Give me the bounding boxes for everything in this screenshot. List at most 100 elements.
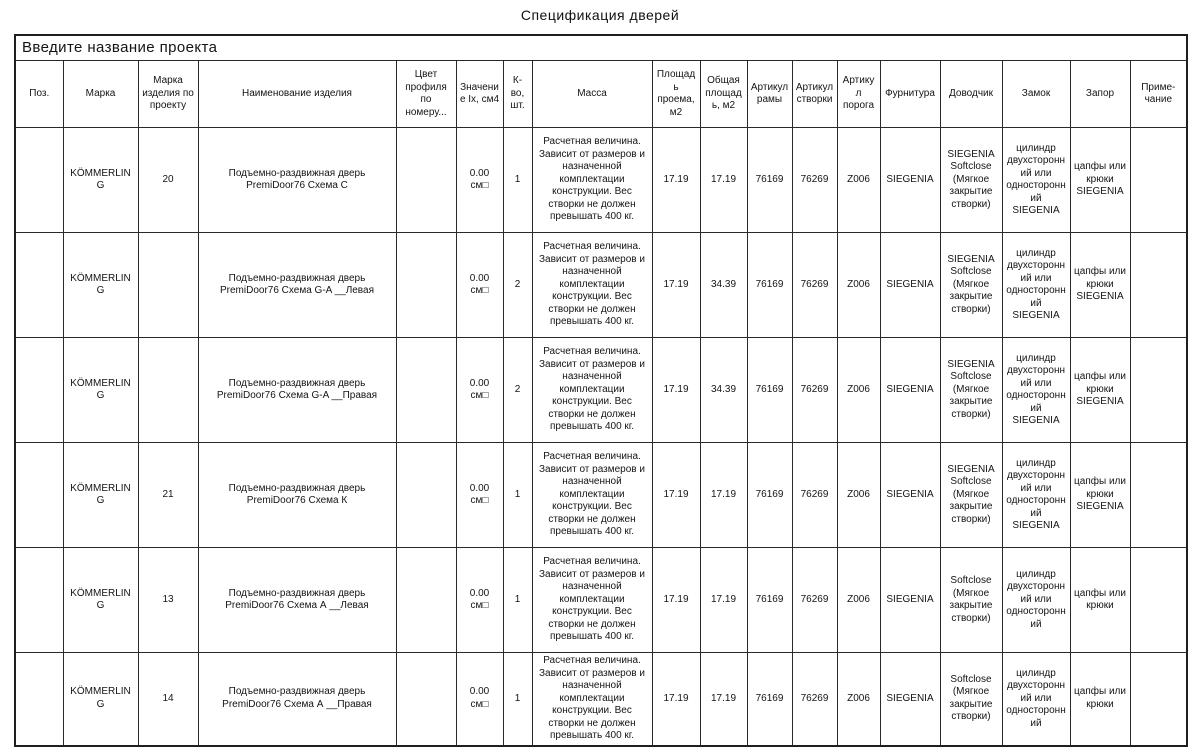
cell-threshold-article: Z006 (836, 652, 881, 746)
cell-sash-article: 76269 (791, 652, 838, 746)
page-title: Спецификация дверей (520, 7, 680, 23)
cell-ix-value: 0.00 см□ (455, 652, 504, 746)
cell-pos (14, 337, 64, 443)
cell-sash-article: 76269 (791, 127, 838, 233)
cell-closer: Softclose (Мягкое закрытие створки) (939, 547, 1003, 653)
cell-hardware: SIEGENIA (879, 337, 941, 443)
cell-opening-area: 17.19 (651, 652, 701, 746)
column-header-qty: К-во, шт. (502, 60, 533, 128)
cell-profile-color (395, 127, 457, 233)
cell-total-area: 17.19 (699, 127, 748, 233)
column-header-ix-value: Значение Ix, см4 (455, 60, 504, 128)
column-header-hardware: Фурнитура (879, 60, 941, 128)
cell-mark: KÖMMERLING (62, 337, 139, 443)
table-body: KÖMMERLING 20 Подъемно-раздвижная дверь … (14, 127, 1188, 746)
cell-sash-article: 76269 (791, 232, 838, 338)
cell-latch: цапфы или крюки SIEGENIA (1069, 442, 1131, 548)
cell-profile-color (395, 232, 457, 338)
cell-hardware: SIEGENIA (879, 442, 941, 548)
cell-project-mark: 13 (137, 547, 199, 653)
cell-closer: SIEGENIA Softclose (Мягкое закрытие ство… (939, 442, 1003, 548)
cell-opening-area: 17.19 (651, 127, 701, 233)
cell-threshold-article: Z006 (836, 232, 881, 338)
column-header-total-area: Общая площадь, м2 (699, 60, 748, 128)
cell-threshold-article: Z006 (836, 337, 881, 443)
cell-latch: цапфы или крюки (1069, 547, 1131, 653)
column-header-profile-color: Цвет профиля по номеру... (395, 60, 457, 128)
cell-total-area: 17.19 (699, 547, 748, 653)
project-title-cell[interactable]: Введите название проекта (14, 34, 1188, 61)
cell-mass: Расчетная величина. Зависит от размеров … (531, 652, 653, 746)
cell-qty: 1 (502, 442, 533, 548)
cell-latch: цапфы или крюки SIEGENIA (1069, 127, 1131, 233)
cell-project-mark: 20 (137, 127, 199, 233)
cell-profile-color (395, 337, 457, 443)
cell-profile-color (395, 652, 457, 746)
cell-lock: цилиндр двухсторонний или односторонний … (1001, 127, 1071, 233)
cell-product-name: Подъемно-раздвижная дверь PremiDoor76 Сх… (197, 652, 397, 746)
cell-mark: KÖMMERLING (62, 652, 139, 746)
cell-closer: SIEGENIA Softclose (Мягкое закрытие ство… (939, 127, 1003, 233)
cell-frame-article: 76169 (746, 652, 793, 746)
project-title-row: Введите название проекта (14, 34, 1188, 61)
cell-project-mark: 14 (137, 652, 199, 746)
cell-mark: KÖMMERLING (62, 127, 139, 233)
cell-opening-area: 17.19 (651, 232, 701, 338)
cell-frame-article: 76169 (746, 337, 793, 443)
table-row: KÖMMERLING Подъемно-раздвижная дверь Pre… (14, 232, 1188, 338)
cell-project-mark (137, 337, 199, 443)
column-header-project-mark: Марка изделия по проекту (137, 60, 199, 128)
cell-mark: KÖMMERLING (62, 232, 139, 338)
cell-note (1129, 652, 1188, 746)
cell-lock: цилиндр двухсторонний или односторонний … (1001, 232, 1071, 338)
column-header-threshold-article: Артикул порога (836, 60, 881, 128)
cell-opening-area: 17.19 (651, 547, 701, 653)
cell-profile-color (395, 547, 457, 653)
cell-mark: KÖMMERLING (62, 547, 139, 653)
cell-frame-article: 76169 (746, 232, 793, 338)
column-header-lock: Замок (1001, 60, 1071, 128)
cell-total-area: 17.19 (699, 442, 748, 548)
cell-note (1129, 232, 1188, 338)
column-header-product-name: Наименование изделия (197, 60, 397, 128)
cell-closer: Softclose (Мягкое закрытие створки) (939, 652, 1003, 746)
cell-pos (14, 442, 64, 548)
cell-opening-area: 17.19 (651, 442, 701, 548)
column-header-pos: Поз. (14, 60, 64, 128)
column-header-frame-article: Артикул рамы (746, 60, 793, 128)
cell-note (1129, 442, 1188, 548)
cell-sash-article: 76269 (791, 442, 838, 548)
cell-hardware: SIEGENIA (879, 127, 941, 233)
cell-qty: 2 (502, 232, 533, 338)
column-header-row: Поз. Марка Марка изделия по проекту Наим… (14, 60, 1188, 128)
cell-hardware: SIEGENIA (879, 547, 941, 653)
cell-frame-article: 76169 (746, 442, 793, 548)
cell-ix-value: 0.00 см□ (455, 232, 504, 338)
cell-profile-color (395, 442, 457, 548)
cell-total-area: 34.39 (699, 232, 748, 338)
column-header-latch: Запор (1069, 60, 1131, 128)
cell-product-name: Подъемно-раздвижная дверь PremiDoor76 Сх… (197, 337, 397, 443)
column-header-note: Приме-чание (1129, 60, 1188, 128)
cell-mass: Расчетная величина. Зависит от размеров … (531, 442, 653, 548)
cell-total-area: 17.19 (699, 652, 748, 746)
cell-threshold-article: Z006 (836, 127, 881, 233)
cell-hardware: SIEGENIA (879, 652, 941, 746)
cell-ix-value: 0.00 см□ (455, 442, 504, 548)
cell-product-name: Подъемно-раздвижная дверь PremiDoor76 Сх… (197, 232, 397, 338)
cell-ix-value: 0.00 см□ (455, 337, 504, 443)
cell-mass: Расчетная величина. Зависит от размеров … (531, 337, 653, 443)
cell-mass: Расчетная величина. Зависит от размеров … (531, 127, 653, 233)
cell-pos (14, 547, 64, 653)
cell-latch: цапфы или крюки SIEGENIA (1069, 337, 1131, 443)
cell-sash-article: 76269 (791, 547, 838, 653)
cell-project-mark: 21 (137, 442, 199, 548)
cell-project-mark (137, 232, 199, 338)
table-row: KÖMMERLING 14 Подъемно-раздвижная дверь … (14, 652, 1188, 746)
cell-mass: Расчетная величина. Зависит от размеров … (531, 547, 653, 653)
column-header-opening-area: Площадь проема, м2 (651, 60, 701, 128)
table-row: KÖMMERLING Подъемно-раздвижная дверь Pre… (14, 337, 1188, 443)
cell-ix-value: 0.00 см□ (455, 547, 504, 653)
cell-sash-article: 76269 (791, 337, 838, 443)
